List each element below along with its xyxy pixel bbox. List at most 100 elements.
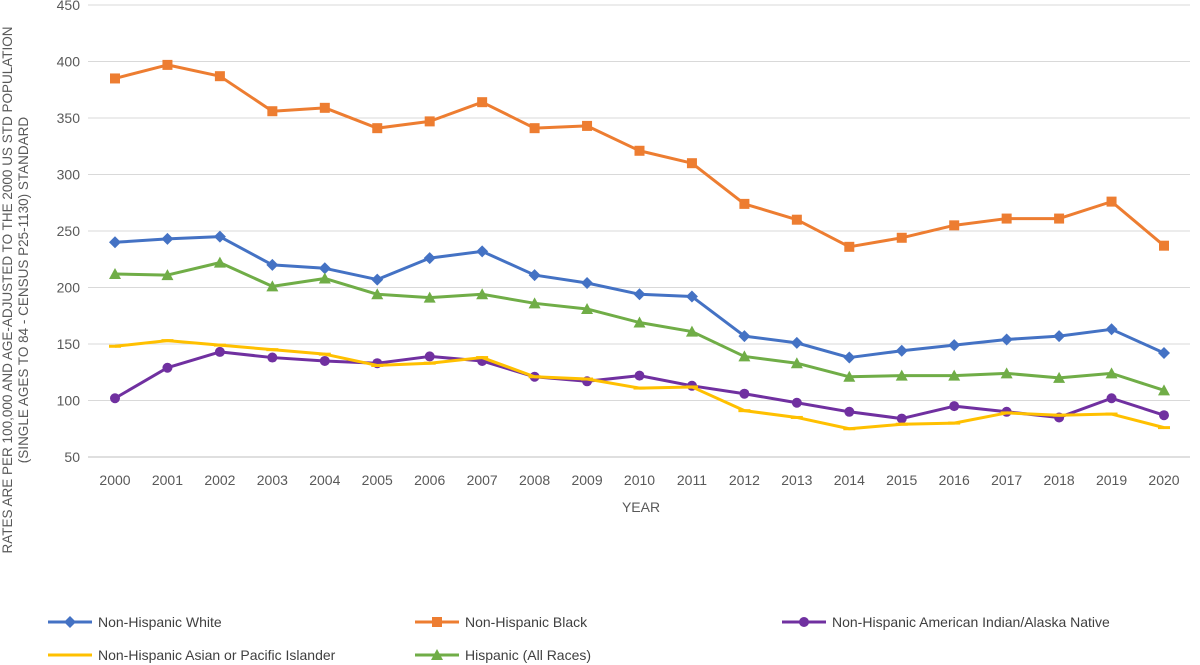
data-point <box>895 369 908 381</box>
x-axis-ticks: 2000 2001 2002 2003 2004 2005 2006 2007 2008 2009… <box>99 472 1179 488</box>
data-point <box>843 351 856 364</box>
data-point <box>685 325 698 337</box>
data-point <box>634 145 645 156</box>
data-point <box>896 413 907 424</box>
data-point <box>948 421 961 425</box>
data-point <box>844 241 855 252</box>
y-axis-ticks: 50 100 150 200 250 300 350 400 450 <box>57 0 81 465</box>
x-tick-label: 2016 <box>939 472 970 488</box>
legend-item: Non-Hispanic Asian or Pacific Islander <box>48 645 335 665</box>
y-tick-label: 200 <box>57 280 81 296</box>
x-tick-label: 2007 <box>467 472 498 488</box>
data-point <box>110 393 120 404</box>
data-point <box>371 273 384 286</box>
legend-swatch <box>415 649 459 660</box>
data-point <box>267 106 278 117</box>
data-point <box>738 409 751 413</box>
x-tick-label: 2018 <box>1044 472 1075 488</box>
data-point <box>1000 367 1013 379</box>
data-point <box>1106 393 1117 404</box>
data-point <box>110 73 120 84</box>
data-point <box>843 370 856 382</box>
data-point <box>633 316 646 328</box>
legend-item: Non-Hispanic American Indian/Alaska Nati… <box>782 612 1110 632</box>
legend-marker <box>64 616 76 628</box>
data-point <box>948 339 961 352</box>
data-point <box>1159 410 1169 421</box>
legend-marker <box>64 653 76 657</box>
data-point <box>738 350 751 362</box>
legend-marker <box>432 617 442 627</box>
data-point <box>844 406 855 417</box>
data-point <box>581 276 594 289</box>
data-point <box>581 302 594 314</box>
data-point <box>109 267 121 279</box>
data-point <box>318 262 331 275</box>
data-point <box>1000 411 1013 415</box>
data-point <box>582 120 593 131</box>
x-tick-label: 2013 <box>781 472 812 488</box>
legend: Non-Hispanic White Non-Hispanic Black Non-… <box>0 600 1200 664</box>
x-tick-label: 2014 <box>834 472 865 488</box>
data-point <box>791 397 802 408</box>
data-point <box>424 116 435 127</box>
data-point <box>319 355 330 366</box>
x-tick-label: 2015 <box>886 472 917 488</box>
data-point <box>1159 240 1169 251</box>
x-axis-label: YEAR <box>622 499 660 515</box>
data-point <box>739 198 750 209</box>
data-point <box>371 288 384 300</box>
x-tick-label: 2012 <box>729 472 760 488</box>
data-point <box>1105 412 1118 416</box>
x-tick-label: 2020 <box>1148 472 1179 488</box>
data-point <box>895 422 908 426</box>
x-tick-label: 2017 <box>991 472 1022 488</box>
data-point <box>528 269 541 282</box>
data-point <box>1158 384 1170 396</box>
data-point <box>843 427 856 431</box>
data-point <box>162 59 173 70</box>
legend-item: Non-Hispanic White <box>48 612 222 632</box>
x-tick-label: 2003 <box>257 472 288 488</box>
y-axis-label-line-1: RATES ARE PER 100,000 AND AGE-ADJUSTED T… <box>0 27 15 554</box>
data-point <box>1000 333 1013 346</box>
data-point <box>161 269 174 281</box>
x-tick-label: 2002 <box>204 472 235 488</box>
data-point <box>1053 413 1066 417</box>
data-point <box>685 385 698 389</box>
data-point <box>214 71 225 82</box>
data-point <box>423 291 436 303</box>
data-point <box>949 220 960 231</box>
data-point <box>949 401 960 412</box>
data-point <box>1158 426 1170 430</box>
data-point <box>528 375 541 379</box>
x-tick-label: 2005 <box>362 472 393 488</box>
data-point <box>1001 213 1012 224</box>
x-tick-label: 2006 <box>414 472 445 488</box>
data-point <box>790 357 803 369</box>
data-point <box>948 369 961 381</box>
x-tick-label: 2004 <box>309 472 340 488</box>
x-tick-label: 2019 <box>1096 472 1127 488</box>
x-tick-label: 2001 <box>152 472 183 488</box>
legend-swatch <box>415 617 459 627</box>
data-point <box>528 297 541 309</box>
data-point <box>581 377 594 381</box>
legend-item: Hispanic (All Races) <box>415 645 591 665</box>
legend-label: Non-Hispanic American Indian/Alaska Nati… <box>832 614 1110 630</box>
data-point <box>790 336 803 349</box>
data-point <box>162 362 173 373</box>
data-point <box>529 123 540 134</box>
x-tick-label: 2009 <box>571 472 602 488</box>
data-point <box>161 232 174 245</box>
data-point <box>267 352 278 363</box>
x-tick-label: 2000 <box>99 472 130 488</box>
data-point <box>634 370 645 381</box>
y-tick-label: 350 <box>57 110 81 126</box>
y-tick-label: 400 <box>57 54 81 70</box>
legend-label: Non-Hispanic Asian or Pacific Islander <box>98 647 336 663</box>
data-point <box>1105 323 1118 336</box>
series-0 <box>109 230 1170 364</box>
x-tick-label: 2011 <box>677 472 707 488</box>
